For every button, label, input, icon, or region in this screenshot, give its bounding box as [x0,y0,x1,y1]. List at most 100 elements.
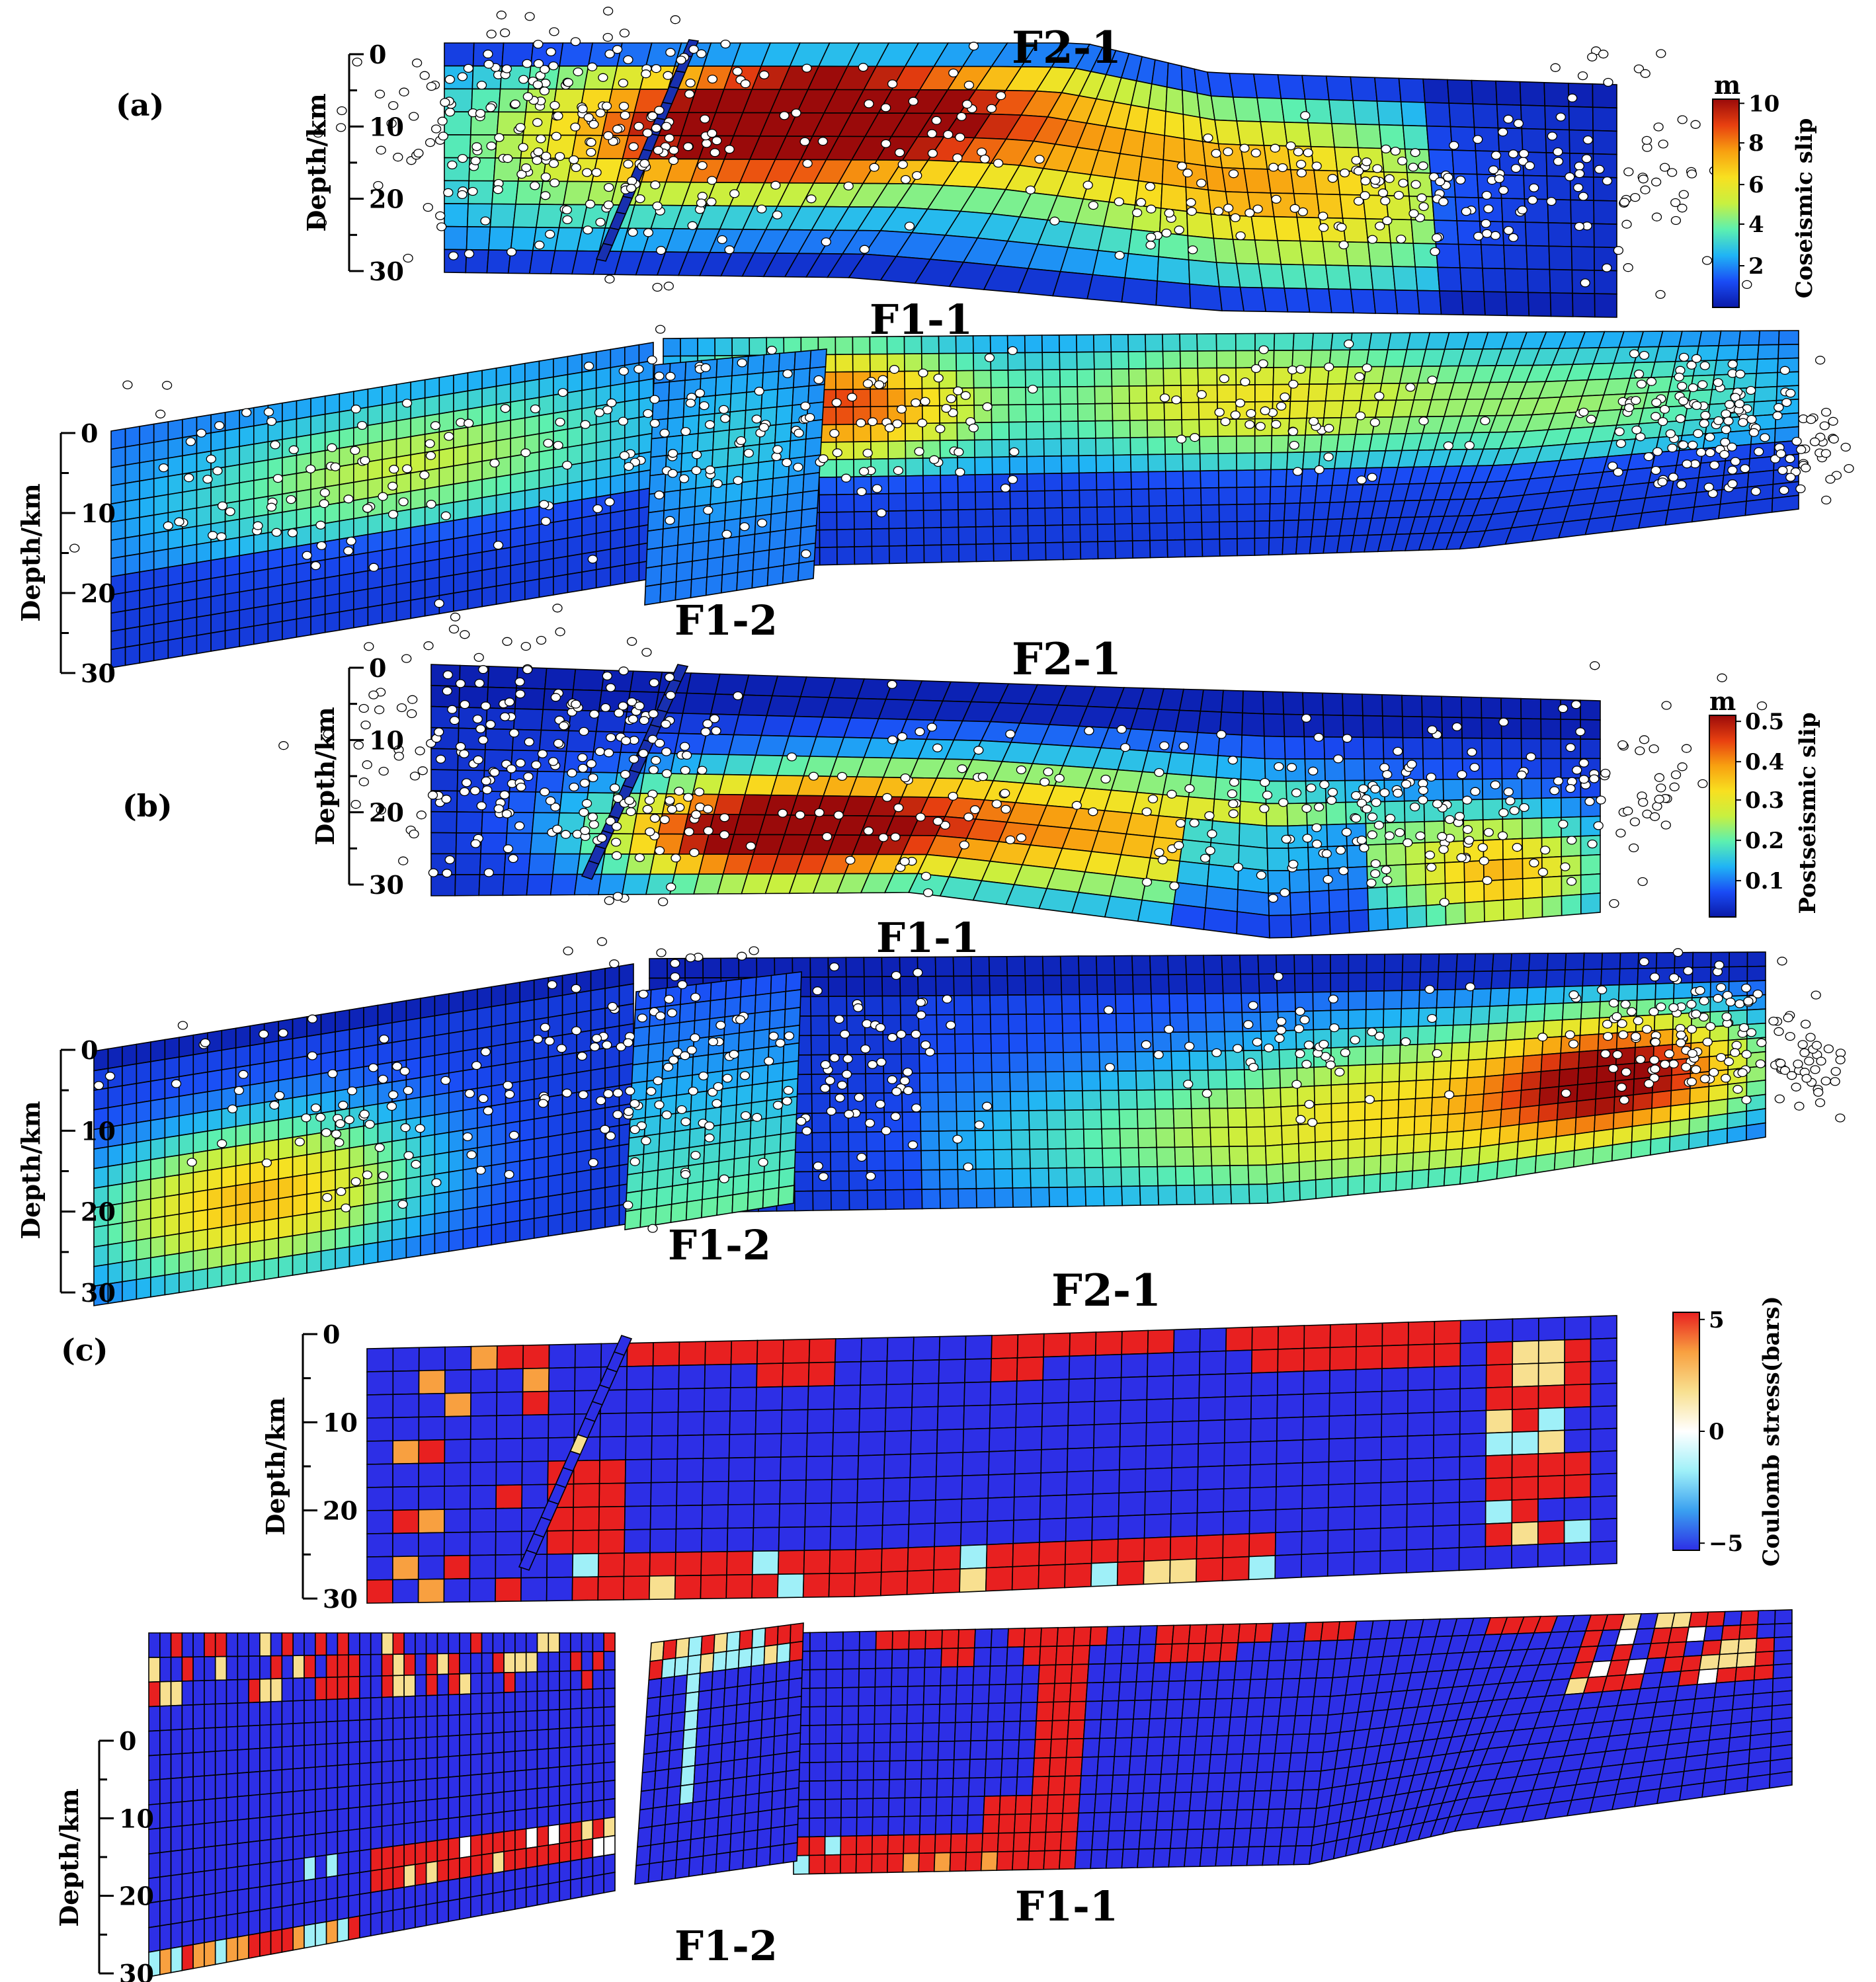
slip-b-f11e-patch [1401,953,1422,973]
slip-a-f11w-patch [352,516,369,538]
slip-b-f11w-patch [221,1066,237,1090]
slip-b-f11w-patch [363,1242,379,1265]
slip-b-f21-patch [1481,697,1502,719]
slip-b-f12-patch [747,1171,765,1193]
stress-c-f11w-patch [348,1872,360,1897]
slip-b-f11e-patch [1100,1090,1120,1111]
slip-a-f11e-patch [1093,351,1112,370]
slip-b-f11e-patch [1113,955,1133,976]
slip-a-f11w-patch [495,383,512,405]
slip-b-f21-patch [1381,694,1403,717]
slip-b-f11e-patch [1157,1166,1177,1187]
stress-c-f11w-patch [181,1704,194,1730]
stress-c-f11w-patch [525,1632,538,1653]
slip-b-f11w-patch [278,1195,294,1219]
stress-c-f21-patch [1485,1522,1513,1548]
stress-c-f11w-patch [337,1917,349,1943]
stress-c-f21-patch [1170,1466,1199,1491]
stress-c-f11w-patch [481,1792,494,1815]
slip-a-f11w-patch [367,459,383,481]
stress-c-f11w-patch [148,1852,161,1880]
slip-a-f11w-patch [367,568,383,590]
slip-b-f11w-patch [348,1125,364,1149]
slip-b-f11e-patch [920,1169,941,1190]
stress-c-f21-patch [1511,1453,1539,1478]
stress-c-f11w-patch [392,1886,405,1911]
slip-a-f11w-patch [153,475,169,498]
slip-b-f11e-patch [1527,969,1548,988]
slip-a-f11e-patch [852,336,871,355]
slip-b-f11e-patch [738,957,758,978]
slip-a-f11e-patch [870,440,889,460]
slip-a-f11w-patch [495,583,512,606]
slip-a-f21-patch [1593,223,1617,249]
slip-b-f21-patch [1520,697,1542,720]
slip-a-f11w-patch [382,438,397,460]
slip-b-f11e-patch [1226,1088,1246,1109]
slip-a-f11w-patch [538,467,554,489]
slip-a-f12-patch [756,477,774,499]
stress-c-f21-patch [1169,1558,1198,1584]
slip-a-f11e-patch [1043,455,1063,475]
slip-b-f11w-patch [448,1209,464,1232]
stress-c-f21-patch [1277,1325,1305,1350]
slip-b-f12-patch [784,1006,801,1028]
stress-c-f21-patch [730,1339,758,1365]
slip-b-f21-patch [1541,875,1563,898]
slip-b-f11e-patch [1578,1049,1599,1069]
slip-b-f12-patch [716,1194,734,1216]
stress-c-f11w-patch [415,1862,427,1886]
slip-a-f11e-patch [869,353,888,373]
stress-c-f21-patch [1433,1411,1461,1436]
stress-c-f21-patch [1563,1496,1592,1521]
stress-c-f21-patch [704,1340,733,1366]
slip-a-f11e-patch [1147,436,1166,456]
stress-c-f11w-patch [525,1865,538,1889]
slip-a-f11w-patch [567,408,583,430]
slip-a-f11e-patch [1059,386,1079,405]
slip-a-f12-patch [715,375,733,397]
slip-b-f11w-patch [306,1072,322,1097]
slip-b-f11w-patch [178,1034,194,1058]
stress-c-f11w-patch [181,1800,194,1827]
slip-b-f11e-patch [1490,970,1512,990]
slip-b-f11e-patch [1221,954,1241,975]
slip-b-f11w-patch [604,1144,620,1169]
stress-c-f21-patch [1251,1326,1279,1351]
stress-c-f21-patch [1117,1537,1145,1563]
slip-a-f11w-patch [467,370,483,392]
slip-a-f11e-patch [835,406,854,426]
stress-c-f11w-patch [481,1632,494,1654]
slip-b-f11e-patch [954,1013,974,1035]
slip-b-f11w-patch [519,1058,535,1082]
stress-c-f11w-patch [237,1934,249,1962]
slip-b-f11e-patch [810,1015,830,1037]
slip-b-f11e-patch [1563,969,1584,988]
slip-a-f11e-patch [1145,350,1164,370]
stress-c-f11w-patch [436,1714,450,1737]
slip-b-f11w-patch [420,1035,436,1058]
slip-b-f11w-patch [136,1237,151,1261]
stress-c-f11w-patch [204,1893,216,1920]
slip-a-f11w-patch [139,532,155,555]
stress-c-f21-patch [1119,1422,1147,1448]
stress-c-f11w-patch [536,1883,550,1906]
stress-c-f11w-patch [259,1839,272,1865]
slip-b-f11w-patch [377,1200,393,1224]
slip-b-f11e-patch [1026,1013,1045,1035]
slip-a-f12-patch [722,535,741,558]
slip-b-f11e-patch [1464,1093,1485,1114]
slip-b-f11e-patch [863,976,883,997]
slip-a-f11w-patch [167,436,183,459]
stress-c-f11w-patch [148,1778,161,1805]
slip-b-f11w-patch [434,993,450,1017]
slip-a-f11e-patch [1111,385,1130,405]
slip-b-f11w-patch [306,1210,322,1234]
slip-a-f11w-patch [467,588,483,610]
slip-b-f21-patch [1422,737,1444,760]
slip-b-f11w-patch [462,1008,478,1032]
slip-b-f11e-patch [1119,1128,1139,1149]
slip-b-f11e-patch [1526,986,1547,1006]
slip-a-f21-patch [1299,240,1326,266]
slip-a-f21-patch [1277,74,1306,100]
